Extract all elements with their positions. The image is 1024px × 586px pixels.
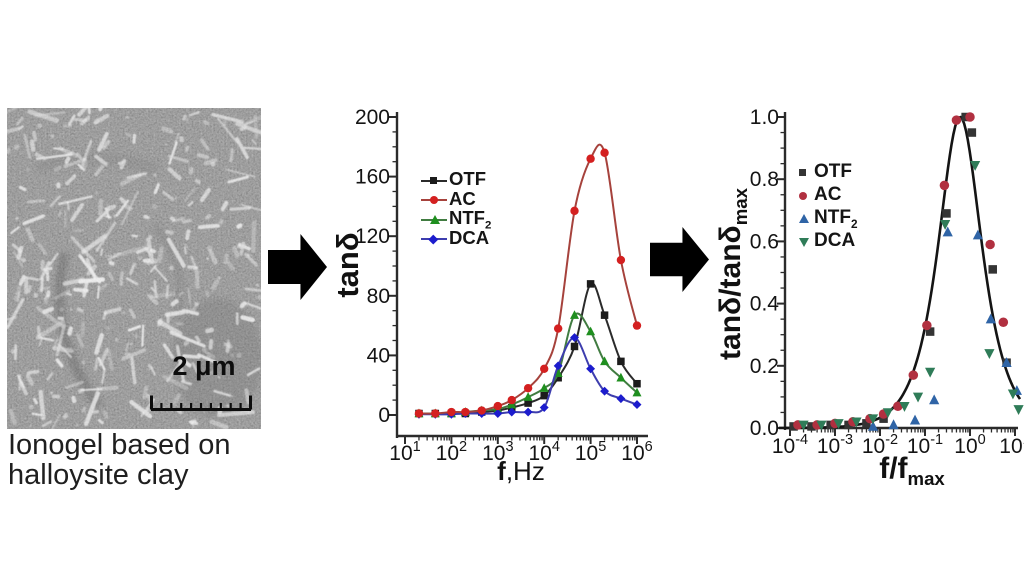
- legend-label-ac: AC: [449, 187, 476, 209]
- sem-image: 2 μm: [7, 108, 261, 429]
- legend-item-ntf2: NTF2: [797, 207, 857, 230]
- svg-text:160: 160: [355, 166, 390, 189]
- flow-arrow-icon: [650, 227, 709, 292]
- legend-label-dca: DCA: [814, 229, 856, 251]
- legend-label-otf: OTF: [449, 168, 486, 190]
- dca-marker-icon: [421, 233, 447, 246]
- svg-text:0.8: 0.8: [750, 168, 779, 191]
- svg-text:101: 101: [389, 439, 420, 465]
- svg-text:0: 0: [378, 404, 390, 427]
- legend-label-otf: OTF: [814, 160, 852, 182]
- scale-bar-label: 2 μm: [172, 351, 236, 381]
- mid-chart-legend: OTF AC NTF2 DCA: [421, 168, 492, 250]
- image-caption: Ionogel based on halloysite clay: [8, 430, 231, 490]
- svg-text:200: 200: [355, 106, 390, 129]
- mid-x-axis-title-unit: ,Hz: [505, 456, 545, 486]
- legend-item-dca: DCA: [421, 226, 491, 250]
- legend-item-ac: AC: [797, 184, 857, 207]
- legend-label-dca: DCA: [449, 226, 490, 248]
- svg-text:1.0: 1.0: [750, 106, 779, 129]
- svg-text:0.0: 0.0: [750, 417, 779, 440]
- legend-item-ac: AC: [421, 187, 491, 211]
- flow-arrow-icon: [268, 234, 327, 300]
- right-y-axis-title: tanδ/tanδmax: [714, 188, 751, 360]
- ac-marker-icon: [797, 189, 812, 202]
- mid-x-axis-title: f,Hz: [421, 456, 621, 487]
- legend-label-ac: AC: [814, 183, 842, 205]
- right-x-axis-title: f/fmax: [879, 452, 945, 489]
- ac-marker-icon: [421, 194, 447, 207]
- series-dca: [798, 160, 1024, 431]
- caption-line-1: Ionogel based on: [8, 429, 231, 461]
- svg-text:0.6: 0.6: [750, 230, 779, 253]
- ntf2-marker-icon: [421, 213, 447, 226]
- svg-text:80: 80: [367, 285, 390, 308]
- svg-text:0.4: 0.4: [750, 293, 780, 316]
- legend-label-ntf2: NTF2: [814, 206, 858, 231]
- ntf2-marker-icon: [797, 212, 812, 225]
- scale-bar-ruler: [150, 395, 252, 411]
- svg-text:0.2: 0.2: [750, 355, 779, 378]
- legend-item-ntf2: NTF2: [421, 207, 492, 233]
- otf-marker-icon: [421, 174, 447, 187]
- caption-line-2: halloysite clay: [8, 459, 189, 491]
- svg-text:101: 101: [999, 432, 1024, 458]
- right-chart-legend: OTF AC NTF2 DCA: [797, 161, 857, 253]
- legend-item-dca: DCA: [797, 230, 857, 253]
- sem-micrograph: [7, 108, 261, 429]
- svg-text:106: 106: [621, 439, 652, 465]
- mid-y-axis-title: tanδ: [330, 232, 365, 298]
- right-chart: 10-410-310-210-11001010.00.20.40.60.81.0: [750, 106, 1024, 458]
- svg-text:120: 120: [355, 225, 390, 248]
- otf-marker-icon: [797, 166, 812, 179]
- dca-marker-icon: [797, 235, 812, 248]
- series-ntf2: [867, 226, 1022, 431]
- legend-item-otf: OTF: [421, 168, 491, 191]
- series-ac: [414, 143, 642, 418]
- legend-item-otf: OTF: [797, 161, 857, 184]
- svg-text:40: 40: [367, 344, 390, 367]
- mid-x-axis-title-symbol: f: [497, 456, 506, 486]
- legend-label-ntf2: NTF2: [449, 207, 492, 233]
